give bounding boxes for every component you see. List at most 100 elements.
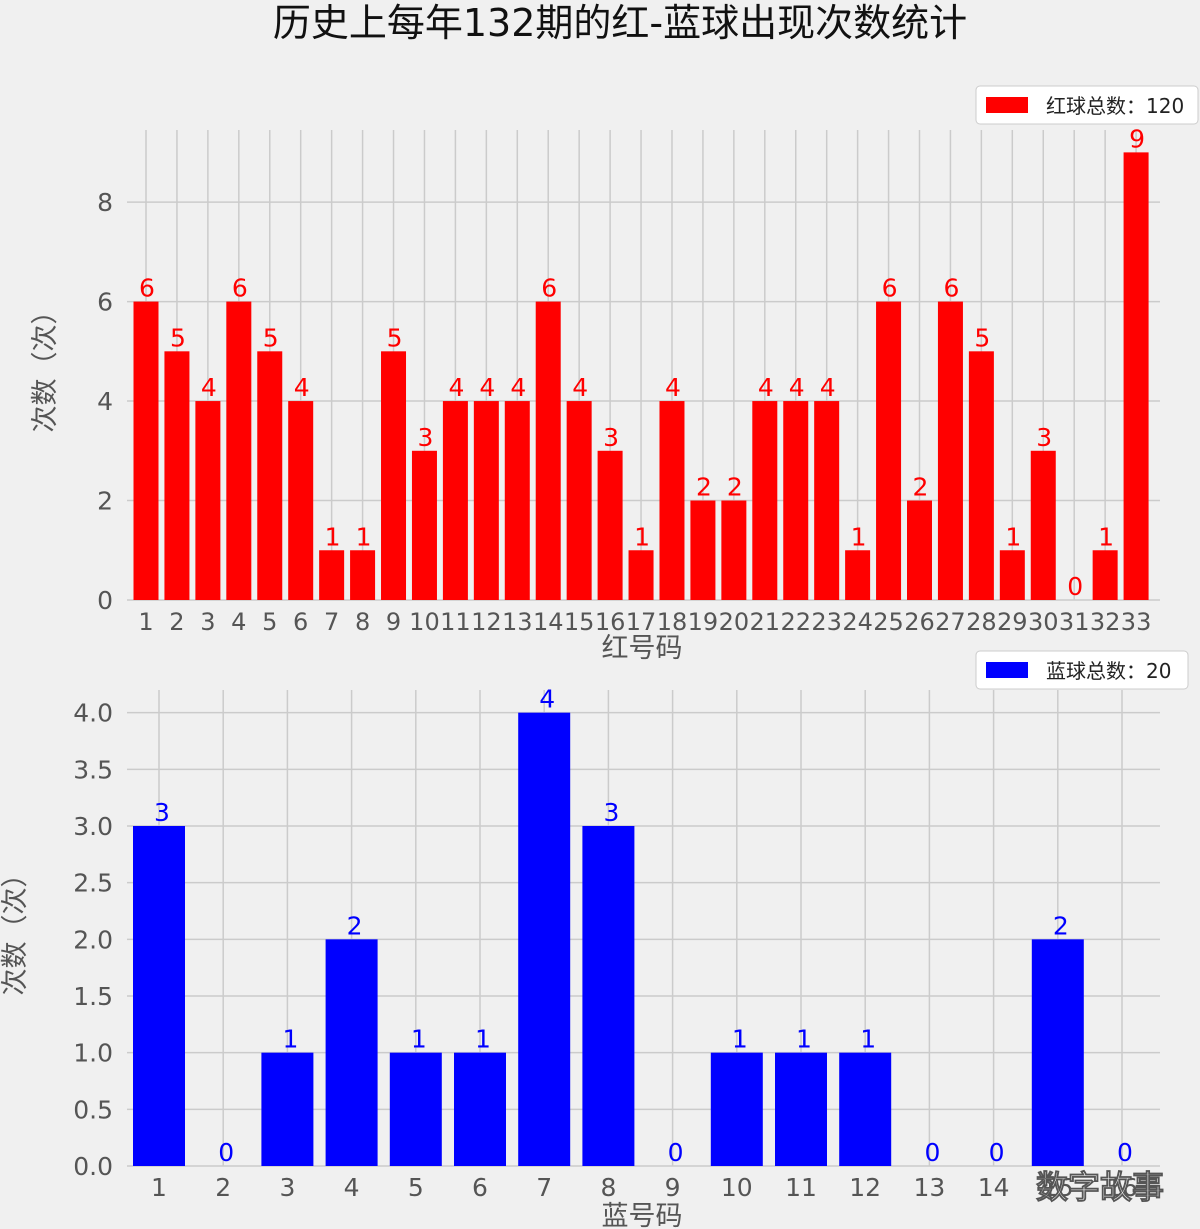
x-tick-label: 32 <box>1090 608 1121 636</box>
data-label: 3 <box>154 798 170 827</box>
bar <box>535 301 561 600</box>
x-tick-label: 17 <box>626 608 657 636</box>
x-tick-label: 3 <box>279 1173 295 1202</box>
legend-label: 蓝球总数：20 <box>1046 659 1171 683</box>
y-tick-label: 1.0 <box>73 1039 113 1068</box>
bar <box>261 1052 314 1166</box>
y-tick-label: 2.5 <box>73 869 113 898</box>
data-label: 4 <box>820 373 836 402</box>
data-label: 2 <box>1053 911 1069 940</box>
x-tick-label: 25 <box>873 608 904 636</box>
x-tick-label: 10 <box>409 608 440 636</box>
legend-box <box>975 650 1189 690</box>
x-tick-label: 7 <box>536 1173 552 1202</box>
data-label: 6 <box>541 274 557 303</box>
bar <box>775 1052 827 1166</box>
bar <box>411 450 437 600</box>
x-tick-label: 16 <box>1106 1173 1138 1202</box>
bar <box>226 301 252 600</box>
data-label: 2 <box>696 473 712 502</box>
data-label: 4 <box>294 373 310 402</box>
data-label: 6 <box>232 274 248 303</box>
x-tick-label: 9 <box>665 1173 681 1202</box>
bar <box>597 450 623 600</box>
x-axis-title: 红号码 <box>602 633 683 664</box>
y-tick-label: 3.0 <box>73 812 113 841</box>
x-tick-label: 19 <box>688 608 719 636</box>
data-label: 1 <box>1098 522 1114 551</box>
y-tick-label: 4.0 <box>73 699 113 728</box>
data-label: 5 <box>263 323 279 352</box>
bar <box>582 826 635 1166</box>
data-label: 2 <box>347 911 363 940</box>
data-label: 0 <box>1067 572 1083 601</box>
x-tick-label: 4 <box>344 1173 360 1202</box>
y-tick-label: 2.0 <box>73 925 113 954</box>
bar <box>133 826 185 1166</box>
data-label: 5 <box>170 323 186 352</box>
data-label: 1 <box>851 522 867 551</box>
legend: 红球总数：120 <box>975 85 1199 125</box>
data-label: 4 <box>665 373 681 402</box>
data-label: 0 <box>1117 1138 1133 1167</box>
data-label: 6 <box>882 274 898 303</box>
data-label: 4 <box>448 373 464 402</box>
y-tick-label: 2 <box>97 487 113 516</box>
x-tick-label: 6 <box>472 1173 488 1202</box>
data-label: 1 <box>796 1025 812 1054</box>
data-label: 1 <box>1005 522 1021 551</box>
x-tick-label: 1 <box>151 1173 167 1202</box>
data-label: 4 <box>479 373 495 402</box>
bar <box>389 1052 442 1166</box>
x-tick-label: 16 <box>595 608 626 636</box>
bar <box>907 500 932 600</box>
bar <box>710 1052 763 1166</box>
x-tick-label: 5 <box>262 608 277 636</box>
x-tick-label: 13 <box>502 608 533 636</box>
y-tick-label: 0.0 <box>73 1152 113 1181</box>
x-tick-label: 13 <box>913 1173 945 1202</box>
data-label: 0 <box>924 1138 940 1167</box>
data-label: 1 <box>732 1025 748 1054</box>
x-tick-label: 14 <box>533 608 564 636</box>
bar <box>783 401 809 600</box>
x-tick-label: 30 <box>1028 608 1059 636</box>
data-label: 4 <box>758 373 774 402</box>
x-tick-label: 12 <box>849 1173 881 1202</box>
bar <box>454 1052 506 1166</box>
x-tick-label: 2 <box>215 1173 231 1202</box>
x-tick-label: 14 <box>978 1173 1010 1202</box>
bar <box>350 550 376 600</box>
y-tick-label: 1.5 <box>73 982 113 1011</box>
bar <box>659 401 685 600</box>
y-tick-label: 6 <box>97 288 113 317</box>
data-label: 1 <box>860 1025 876 1054</box>
data-label: 4 <box>539 685 555 714</box>
data-label: 0 <box>218 1138 234 1167</box>
x-axis-title: 蓝号码 <box>602 1201 683 1229</box>
bar <box>442 401 468 600</box>
watermark: 数字故事 <box>1036 1168 1164 1206</box>
x-tick-label: 26 <box>904 608 935 636</box>
x-tick-label: 23 <box>811 608 842 636</box>
x-tick-label: 2 <box>169 608 184 636</box>
data-label: 1 <box>282 1025 298 1054</box>
bar <box>164 351 190 600</box>
x-tick-label: 8 <box>355 608 370 636</box>
legend-box <box>975 85 1199 125</box>
data-label: 1 <box>325 522 341 551</box>
x-tick-label: 9 <box>386 608 401 636</box>
data-label: 6 <box>943 274 959 303</box>
data-label: 0 <box>668 1138 684 1167</box>
y-tick-label: 0 <box>97 586 113 615</box>
x-tick-label: 22 <box>780 608 811 636</box>
y-axis-title: 次数（次） <box>30 298 61 433</box>
bar <box>721 500 747 600</box>
blue-ball-chart: 0.00.51.01.52.02.53.03.54.03102132415164… <box>0 650 1189 1229</box>
y-axis-title: 次数（次） <box>0 861 31 996</box>
bar <box>1031 939 1084 1166</box>
y-tick-label: 4 <box>97 387 113 416</box>
x-tick-label: 20 <box>719 608 750 636</box>
bar <box>968 351 994 600</box>
x-tick-label: 28 <box>966 608 997 636</box>
